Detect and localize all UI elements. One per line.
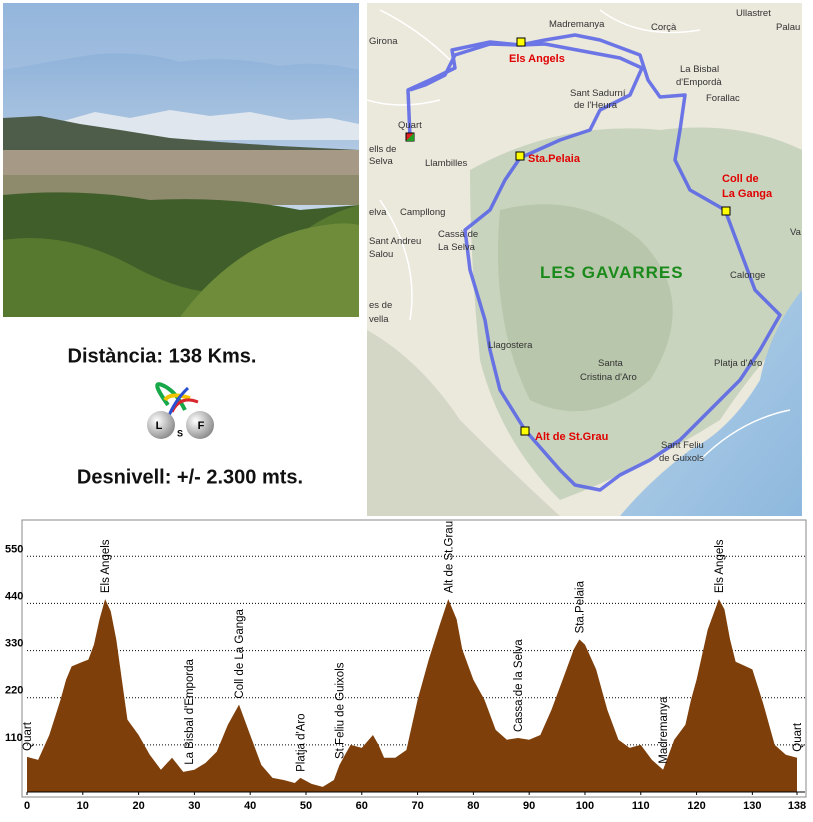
map-label: Sant Feliu	[661, 440, 704, 451]
elevation-chart: 110 220 330 440 550 0 10 20 30 40 50 60 70 80 90 100 110…	[5, 521, 806, 812]
peak-label: Quart	[792, 722, 804, 752]
map-label: d'Empordà	[676, 77, 722, 88]
map-label: Girona	[369, 36, 398, 47]
elevation-gain: Desnivell: +/- 2.300 mts.	[77, 466, 303, 488]
map-label: La Bisbal	[680, 64, 719, 75]
map-label: Quart	[398, 120, 422, 131]
peak-label: Alt de St.Grau	[443, 521, 455, 593]
map-label: Santa	[598, 358, 624, 369]
map-label: es de	[369, 300, 392, 311]
map-label: Campllong	[400, 207, 445, 218]
map-label: Palau	[776, 22, 800, 33]
map-label: Ullastret	[736, 8, 771, 19]
map-label: Salou	[369, 249, 393, 260]
map	[367, 3, 802, 516]
map-label: Alt de St.Grau	[535, 431, 608, 443]
peak-label: La Bisbal d'Emporda	[184, 658, 196, 764]
map-label: Sant Sadurní	[570, 88, 626, 99]
x-tick-label: 50	[300, 800, 312, 812]
x-tick-label: 130	[743, 800, 761, 812]
y-tick-label: 220	[5, 685, 23, 697]
peak-label: Sta.Pelaia	[574, 580, 586, 633]
x-tick-label: 0	[24, 800, 30, 812]
logo	[147, 382, 214, 439]
map-label: Cassà de	[438, 229, 478, 240]
map-label: Forallac	[706, 93, 740, 104]
x-tick-label: 10	[77, 800, 89, 812]
map-label: Sant Andreu	[369, 236, 421, 247]
x-tick-label: 70	[411, 800, 423, 812]
map-label: Selva	[369, 156, 393, 167]
x-tick-label: 120	[687, 800, 705, 812]
x-tick-label: 110	[632, 800, 650, 812]
peak-label: St.Feliu de Guixols	[334, 662, 346, 759]
map-label: vella	[369, 314, 389, 325]
x-tick-label: 90	[523, 800, 535, 812]
map-label: elva	[369, 207, 387, 218]
map-label: de Guixols	[659, 453, 704, 464]
y-tick-label: 330	[5, 638, 23, 650]
peak-label: Cassa de la Selva	[513, 639, 525, 732]
x-tick-label: 30	[188, 800, 200, 812]
logo-letter: L	[156, 420, 163, 432]
map-label: Els Angels	[509, 53, 565, 65]
y-tick-label: 550	[5, 543, 23, 555]
photo	[3, 3, 359, 317]
map-label: LES GAVARRES	[540, 263, 684, 282]
map-label: ells de	[369, 144, 396, 155]
peak-label: Els Angels	[100, 539, 112, 593]
y-tick-label: 440	[5, 590, 23, 602]
x-tick-label: 80	[467, 800, 479, 812]
map-label: Corçà	[651, 22, 677, 33]
logo-letter: F	[198, 420, 205, 432]
peak-label: Platja d'Aro	[295, 713, 307, 771]
y-tick-label: 110	[5, 732, 23, 744]
map-label: Platja d'Aro	[714, 358, 762, 369]
map-label: Llagostera	[488, 340, 533, 351]
peak-label: Madremanya	[658, 696, 670, 764]
map-labels: Girona Madremanya Corçà Ullastret Palau Els A…	[369, 8, 802, 464]
map-label: Llambilles	[425, 158, 467, 169]
x-tick-label: 20	[132, 800, 144, 812]
map-label: Coll de	[722, 173, 759, 185]
distance: Distància: 138 Kms.	[68, 345, 257, 367]
x-tick-label: 60	[356, 800, 368, 812]
peak-label: Quart	[22, 721, 34, 751]
map-label: Calonge	[730, 270, 765, 281]
elevation-area	[27, 599, 797, 792]
map-label: La Ganga	[722, 188, 773, 200]
peak-label: Els Angels	[714, 539, 726, 593]
map-label: Madremanya	[549, 19, 605, 30]
peak-label: Coll de La Ganga	[234, 608, 246, 698]
map-label: La Selva	[438, 242, 476, 253]
logo-letter: S	[177, 428, 183, 438]
map-label: Sta.Pelaia	[528, 153, 581, 165]
x-tick-label: 138	[788, 800, 806, 812]
map-label: Va	[790, 227, 802, 238]
map-label: Cristina d'Aro	[580, 372, 637, 383]
x-tick-label: 100	[576, 800, 594, 812]
map-label: de l'Heura	[574, 100, 618, 111]
x-tick-label: 40	[244, 800, 256, 812]
